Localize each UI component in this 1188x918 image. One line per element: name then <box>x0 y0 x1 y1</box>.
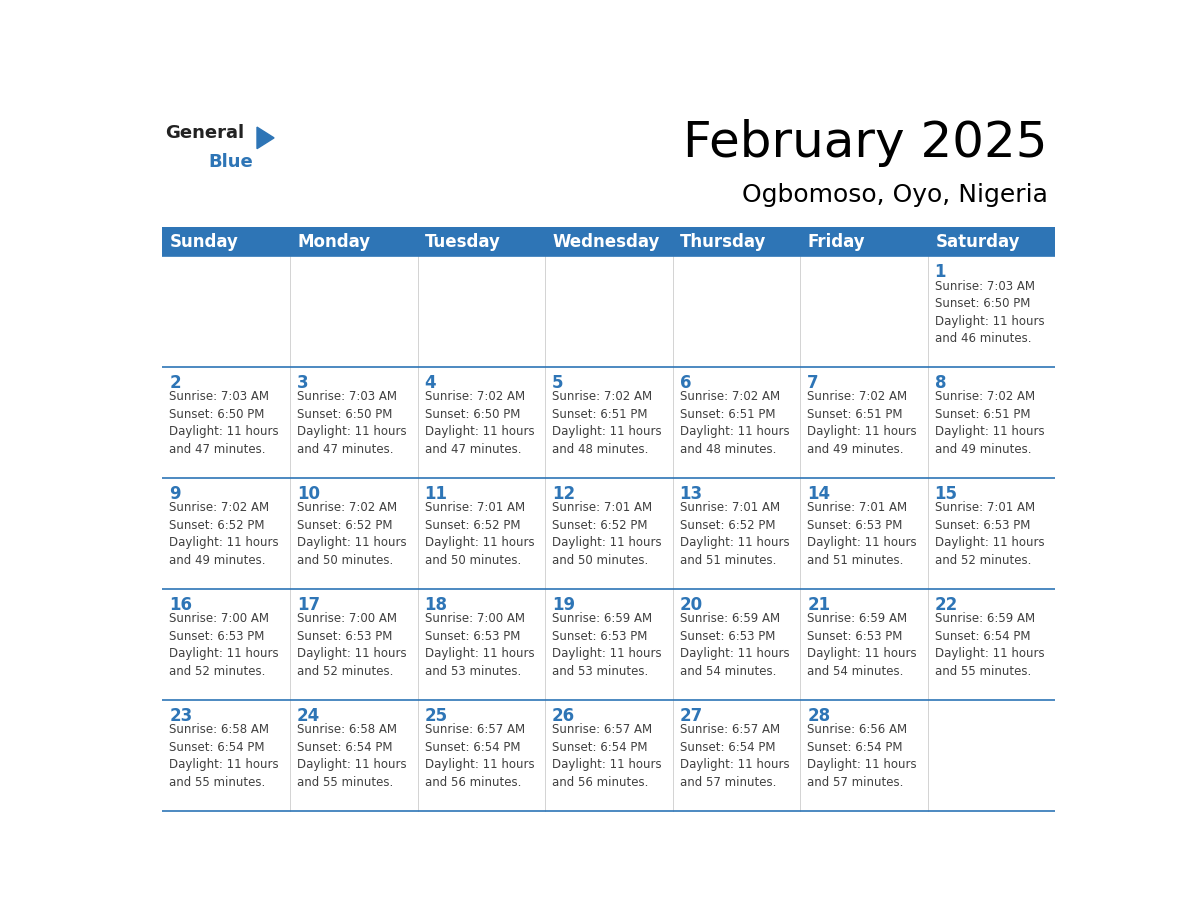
Text: Sunrise: 7:02 AM
Sunset: 6:51 PM
Daylight: 11 hours
and 48 minutes.: Sunrise: 7:02 AM Sunset: 6:51 PM Dayligh… <box>552 390 662 456</box>
Text: Sunrise: 6:58 AM
Sunset: 6:54 PM
Daylight: 11 hours
and 55 minutes.: Sunrise: 6:58 AM Sunset: 6:54 PM Dayligh… <box>170 723 279 789</box>
Text: Sunrise: 6:56 AM
Sunset: 6:54 PM
Daylight: 11 hours
and 57 minutes.: Sunrise: 6:56 AM Sunset: 6:54 PM Dayligh… <box>807 723 917 789</box>
Text: 16: 16 <box>170 596 192 614</box>
Text: 21: 21 <box>807 596 830 614</box>
Text: Monday: Monday <box>298 233 371 251</box>
Text: Sunrise: 7:02 AM
Sunset: 6:51 PM
Daylight: 11 hours
and 49 minutes.: Sunrise: 7:02 AM Sunset: 6:51 PM Dayligh… <box>935 390 1044 456</box>
Text: Sunrise: 7:02 AM
Sunset: 6:51 PM
Daylight: 11 hours
and 48 minutes.: Sunrise: 7:02 AM Sunset: 6:51 PM Dayligh… <box>680 390 789 456</box>
Text: Sunrise: 6:57 AM
Sunset: 6:54 PM
Daylight: 11 hours
and 56 minutes.: Sunrise: 6:57 AM Sunset: 6:54 PM Dayligh… <box>552 723 662 789</box>
Text: Sunday: Sunday <box>170 233 239 251</box>
Text: Sunrise: 7:01 AM
Sunset: 6:52 PM
Daylight: 11 hours
and 50 minutes.: Sunrise: 7:01 AM Sunset: 6:52 PM Dayligh… <box>552 501 662 566</box>
Text: Sunrise: 7:03 AM
Sunset: 6:50 PM
Daylight: 11 hours
and 46 minutes.: Sunrise: 7:03 AM Sunset: 6:50 PM Dayligh… <box>935 280 1044 345</box>
Text: Sunrise: 6:59 AM
Sunset: 6:54 PM
Daylight: 11 hours
and 55 minutes.: Sunrise: 6:59 AM Sunset: 6:54 PM Dayligh… <box>935 612 1044 677</box>
Text: 7: 7 <box>807 375 819 392</box>
Text: Sunrise: 7:00 AM
Sunset: 6:53 PM
Daylight: 11 hours
and 52 minutes.: Sunrise: 7:00 AM Sunset: 6:53 PM Dayligh… <box>297 612 406 677</box>
Text: Sunrise: 7:00 AM
Sunset: 6:53 PM
Daylight: 11 hours
and 53 minutes.: Sunrise: 7:00 AM Sunset: 6:53 PM Dayligh… <box>424 612 535 677</box>
Text: Ogbomoso, Oyo, Nigeria: Ogbomoso, Oyo, Nigeria <box>741 184 1048 207</box>
Text: 11: 11 <box>424 485 448 503</box>
Text: 1: 1 <box>935 263 946 282</box>
Text: February 2025: February 2025 <box>683 119 1048 167</box>
Text: Sunrise: 6:58 AM
Sunset: 6:54 PM
Daylight: 11 hours
and 55 minutes.: Sunrise: 6:58 AM Sunset: 6:54 PM Dayligh… <box>297 723 406 789</box>
Text: Friday: Friday <box>808 233 866 251</box>
Text: 18: 18 <box>424 596 448 614</box>
Text: Sunrise: 7:01 AM
Sunset: 6:53 PM
Daylight: 11 hours
and 51 minutes.: Sunrise: 7:01 AM Sunset: 6:53 PM Dayligh… <box>807 501 917 566</box>
Text: Wednesday: Wednesday <box>552 233 661 251</box>
Text: Thursday: Thursday <box>681 233 766 251</box>
Text: 19: 19 <box>552 596 575 614</box>
Text: Sunrise: 7:01 AM
Sunset: 6:52 PM
Daylight: 11 hours
and 51 minutes.: Sunrise: 7:01 AM Sunset: 6:52 PM Dayligh… <box>680 501 789 566</box>
Text: 13: 13 <box>680 485 703 503</box>
Text: Sunrise: 7:02 AM
Sunset: 6:52 PM
Daylight: 11 hours
and 50 minutes.: Sunrise: 7:02 AM Sunset: 6:52 PM Dayligh… <box>297 501 406 566</box>
Text: Sunrise: 7:02 AM
Sunset: 6:51 PM
Daylight: 11 hours
and 49 minutes.: Sunrise: 7:02 AM Sunset: 6:51 PM Dayligh… <box>807 390 917 456</box>
Text: 4: 4 <box>424 375 436 392</box>
Text: Sunrise: 6:59 AM
Sunset: 6:53 PM
Daylight: 11 hours
and 54 minutes.: Sunrise: 6:59 AM Sunset: 6:53 PM Dayligh… <box>680 612 789 677</box>
Text: 12: 12 <box>552 485 575 503</box>
Text: Sunrise: 7:03 AM
Sunset: 6:50 PM
Daylight: 11 hours
and 47 minutes.: Sunrise: 7:03 AM Sunset: 6:50 PM Dayligh… <box>170 390 279 456</box>
Text: 23: 23 <box>170 707 192 725</box>
Text: 26: 26 <box>552 707 575 725</box>
Text: 9: 9 <box>170 485 181 503</box>
Text: Sunrise: 6:59 AM
Sunset: 6:53 PM
Daylight: 11 hours
and 53 minutes.: Sunrise: 6:59 AM Sunset: 6:53 PM Dayligh… <box>552 612 662 677</box>
Text: Tuesday: Tuesday <box>425 233 501 251</box>
Text: Sunrise: 6:57 AM
Sunset: 6:54 PM
Daylight: 11 hours
and 57 minutes.: Sunrise: 6:57 AM Sunset: 6:54 PM Dayligh… <box>680 723 789 789</box>
Text: Sunrise: 7:03 AM
Sunset: 6:50 PM
Daylight: 11 hours
and 47 minutes.: Sunrise: 7:03 AM Sunset: 6:50 PM Dayligh… <box>297 390 406 456</box>
Text: Saturday: Saturday <box>935 233 1020 251</box>
Text: 8: 8 <box>935 375 946 392</box>
Text: 15: 15 <box>935 485 958 503</box>
Text: 27: 27 <box>680 707 703 725</box>
Text: 20: 20 <box>680 596 703 614</box>
Text: 24: 24 <box>297 707 321 725</box>
Text: 22: 22 <box>935 596 958 614</box>
Text: Sunrise: 7:01 AM
Sunset: 6:52 PM
Daylight: 11 hours
and 50 minutes.: Sunrise: 7:01 AM Sunset: 6:52 PM Dayligh… <box>424 501 535 566</box>
Text: Blue: Blue <box>208 153 253 172</box>
Text: Sunrise: 7:02 AM
Sunset: 6:52 PM
Daylight: 11 hours
and 49 minutes.: Sunrise: 7:02 AM Sunset: 6:52 PM Dayligh… <box>170 501 279 566</box>
Text: 28: 28 <box>807 707 830 725</box>
Polygon shape <box>257 127 274 149</box>
Text: Sunrise: 6:57 AM
Sunset: 6:54 PM
Daylight: 11 hours
and 56 minutes.: Sunrise: 6:57 AM Sunset: 6:54 PM Dayligh… <box>424 723 535 789</box>
Text: 17: 17 <box>297 596 320 614</box>
Text: 6: 6 <box>680 375 691 392</box>
Text: 14: 14 <box>807 485 830 503</box>
Text: 3: 3 <box>297 375 309 392</box>
Text: 25: 25 <box>424 707 448 725</box>
Bar <box>163 227 1055 256</box>
Text: Sunrise: 7:00 AM
Sunset: 6:53 PM
Daylight: 11 hours
and 52 minutes.: Sunrise: 7:00 AM Sunset: 6:53 PM Dayligh… <box>170 612 279 677</box>
Text: Sunrise: 7:01 AM
Sunset: 6:53 PM
Daylight: 11 hours
and 52 minutes.: Sunrise: 7:01 AM Sunset: 6:53 PM Dayligh… <box>935 501 1044 566</box>
Text: 2: 2 <box>170 375 181 392</box>
Text: Sunrise: 7:02 AM
Sunset: 6:50 PM
Daylight: 11 hours
and 47 minutes.: Sunrise: 7:02 AM Sunset: 6:50 PM Dayligh… <box>424 390 535 456</box>
Text: Sunrise: 6:59 AM
Sunset: 6:53 PM
Daylight: 11 hours
and 54 minutes.: Sunrise: 6:59 AM Sunset: 6:53 PM Dayligh… <box>807 612 917 677</box>
Text: General: General <box>165 124 245 142</box>
Text: 5: 5 <box>552 375 563 392</box>
Text: 10: 10 <box>297 485 320 503</box>
